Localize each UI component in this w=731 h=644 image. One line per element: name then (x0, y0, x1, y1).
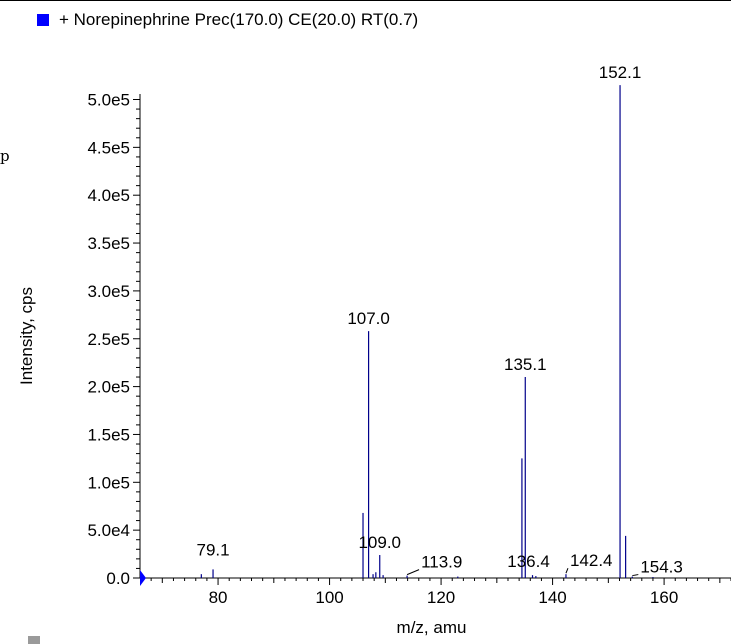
peak-label: 136.4 (507, 552, 550, 571)
peak-label: 113.9 (421, 553, 462, 572)
x-tick-label: 120 (427, 588, 455, 607)
clipped-glyph: p (0, 147, 10, 165)
peak-leader-line (406, 569, 420, 576)
cursor-marker (140, 570, 146, 586)
peak-label: 154.3 (640, 558, 683, 577)
peak-label: 109.0 (358, 533, 401, 552)
x-tick-label: 100 (315, 588, 343, 607)
peak-label: 152.1 (599, 63, 642, 82)
y-tick-label: 1.5e5 (87, 425, 130, 444)
peak-label: 107.0 (347, 309, 390, 328)
y-tick-label: 2.0e5 (87, 378, 130, 397)
x-axis-title: m/z, amu (397, 618, 467, 637)
y-tick-label: 1.0e5 (87, 473, 130, 492)
y-tick-label: 3.0e5 (87, 282, 130, 301)
next-legend-swatch-partial (28, 636, 40, 644)
peak-leader-line (632, 574, 639, 577)
x-tick-label: 160 (650, 588, 678, 607)
y-tick-label: 4.5e5 (87, 138, 130, 157)
peak-label: 79.1 (196, 540, 229, 559)
peak-leader-line (565, 567, 569, 574)
legend-label: + Norepinephrine Prec(170.0) CE(20.0) RT… (59, 10, 419, 29)
y-tick-label: 3.5e5 (87, 234, 130, 253)
y-tick-label: 5.0e5 (87, 91, 130, 110)
y-axis-title: Intensity, cps (17, 287, 36, 385)
y-tick-label: 5.0e4 (87, 521, 130, 540)
top-border-line (0, 0, 731, 1)
legend: + Norepinephrine Prec(170.0) CE(20.0) RT… (37, 9, 418, 31)
peak-label: 135.1 (504, 355, 547, 374)
x-tick-label: 80 (209, 588, 228, 607)
y-tick-label: 0.0 (106, 569, 130, 588)
peak-label: 142.4 (570, 551, 613, 570)
x-tick-label: 140 (538, 588, 566, 607)
y-tick-label: 2.5e5 (87, 330, 130, 349)
legend-swatch (37, 14, 49, 26)
y-tick-label: 4.0e5 (87, 186, 130, 205)
